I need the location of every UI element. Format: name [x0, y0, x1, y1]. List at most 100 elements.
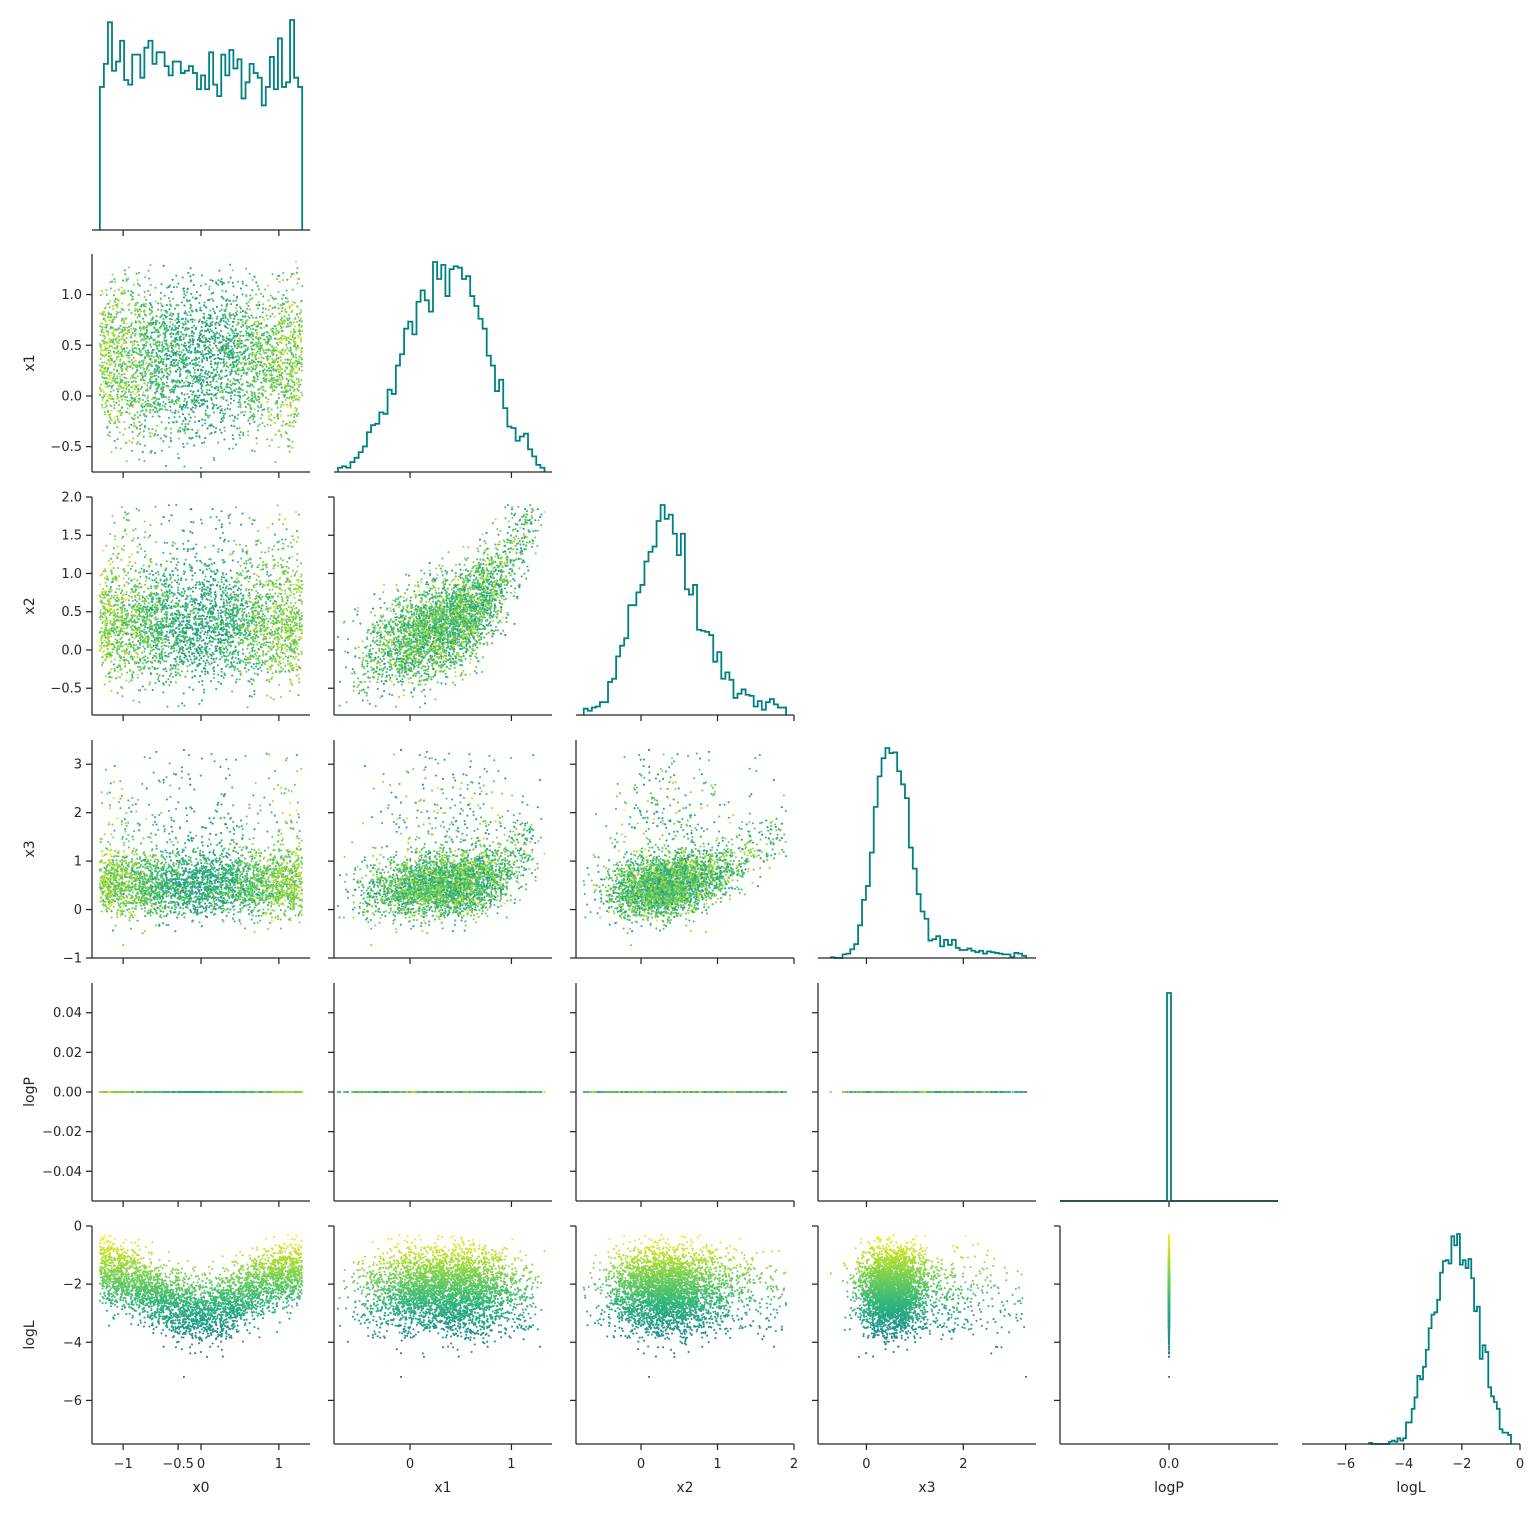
- scatter-point: [184, 432, 187, 435]
- scatter-point: [257, 599, 260, 602]
- scatter-point: [133, 424, 136, 427]
- scatter-point: [153, 406, 156, 409]
- scatter-point: [200, 375, 203, 378]
- scatter-point: [198, 339, 201, 342]
- scatter-point: [116, 388, 119, 391]
- scatter-point: [195, 378, 198, 381]
- scatter-point: [220, 280, 224, 284]
- scatter-point: [116, 370, 119, 373]
- scatter-point: [134, 562, 137, 565]
- scatter-point: [121, 362, 124, 365]
- scatter-point: [158, 370, 161, 374]
- scatter-point: [160, 650, 163, 653]
- scatter-point: [168, 308, 171, 311]
- scatter-point: [292, 368, 295, 371]
- scatter-point: [162, 349, 165, 352]
- scatter-point: [217, 548, 220, 551]
- scatter-point: [270, 366, 273, 369]
- scatter-point: [255, 320, 258, 323]
- scatter-point: [286, 396, 289, 399]
- scatter-point: [276, 417, 280, 420]
- scatter-point: [253, 693, 256, 696]
- scatter-point: [180, 351, 183, 354]
- scatter-point: [283, 387, 286, 390]
- scatter-point: [144, 276, 147, 279]
- scatter-point: [294, 420, 297, 423]
- scatter-point: [117, 419, 120, 422]
- scatter-point: [160, 360, 163, 363]
- scatter-point: [139, 349, 142, 352]
- scatter-point: [156, 319, 159, 323]
- scatter-point: [103, 411, 106, 414]
- scatter-point: [236, 344, 239, 347]
- scatter-point: [142, 320, 146, 323]
- scatter-point: [105, 326, 108, 329]
- scatter-point: [211, 317, 214, 320]
- scatter-point: [236, 354, 239, 357]
- scatter-point: [248, 597, 251, 600]
- scatter-point: [298, 585, 301, 588]
- scatter-point: [247, 304, 250, 308]
- scatter-point: [115, 358, 118, 361]
- scatter-point: [145, 298, 148, 301]
- scatter-point: [233, 416, 237, 419]
- scatter-point: [175, 370, 178, 373]
- scatter-point: [256, 673, 259, 676]
- scatter-point: [178, 633, 181, 636]
- scatter-point: [183, 342, 187, 345]
- scatter-point: [188, 299, 191, 302]
- scatter-point: [154, 286, 157, 289]
- scatter-point: [170, 335, 173, 338]
- scatter-point: [115, 401, 118, 404]
- scatter-point: [164, 569, 167, 572]
- scatter-point: [108, 420, 111, 423]
- scatter-point: [175, 636, 178, 639]
- scatter-point: [298, 635, 301, 638]
- scatter-point: [210, 563, 213, 566]
- scatter-point: [195, 310, 198, 313]
- scatter-point: [184, 294, 187, 297]
- scatter-point: [191, 382, 195, 385]
- scatter-point: [180, 343, 183, 346]
- scatter-point: [270, 337, 273, 340]
- scatter-point: [130, 290, 133, 293]
- scatter-point: [281, 307, 284, 310]
- scatter-point: [188, 396, 191, 399]
- scatter-point: [269, 628, 272, 631]
- scatter-point: [229, 328, 233, 332]
- scatter-point: [195, 291, 198, 294]
- scatter-point: [215, 397, 218, 400]
- scatter-point: [264, 288, 267, 291]
- scatter-point: [108, 680, 111, 683]
- scatter-point: [143, 426, 147, 429]
- scatter-point: [101, 361, 104, 364]
- scatter-point: [220, 308, 223, 311]
- scatter-point: [161, 404, 164, 407]
- scatter-point: [117, 396, 120, 399]
- scatter-point: [116, 377, 119, 380]
- scatter-point: [181, 361, 184, 365]
- scatter-point: [247, 434, 250, 437]
- scatter-point: [165, 324, 168, 327]
- scatter-point: [132, 418, 135, 421]
- scatter-point: [228, 323, 231, 326]
- scatter-point: [146, 349, 150, 352]
- scatter-point: [137, 294, 140, 297]
- scatter-point: [105, 544, 108, 547]
- scatter-point: [188, 349, 191, 352]
- scatter-point: [159, 355, 162, 358]
- scatter-point: [140, 567, 143, 570]
- scatter-point: [238, 391, 241, 394]
- scatter-point: [300, 602, 304, 605]
- scatter-point: [156, 353, 159, 356]
- scatter-point: [248, 352, 251, 355]
- scatter-point: [264, 343, 267, 346]
- scatter-point: [119, 324, 122, 327]
- scatter-point: [168, 446, 171, 449]
- scatter-point: [273, 306, 277, 309]
- scatter-point: [112, 307, 115, 311]
- scatter-point: [177, 561, 180, 564]
- scatter-point: [191, 409, 194, 412]
- scatter-point: [269, 386, 272, 389]
- scatter-point: [208, 393, 211, 396]
